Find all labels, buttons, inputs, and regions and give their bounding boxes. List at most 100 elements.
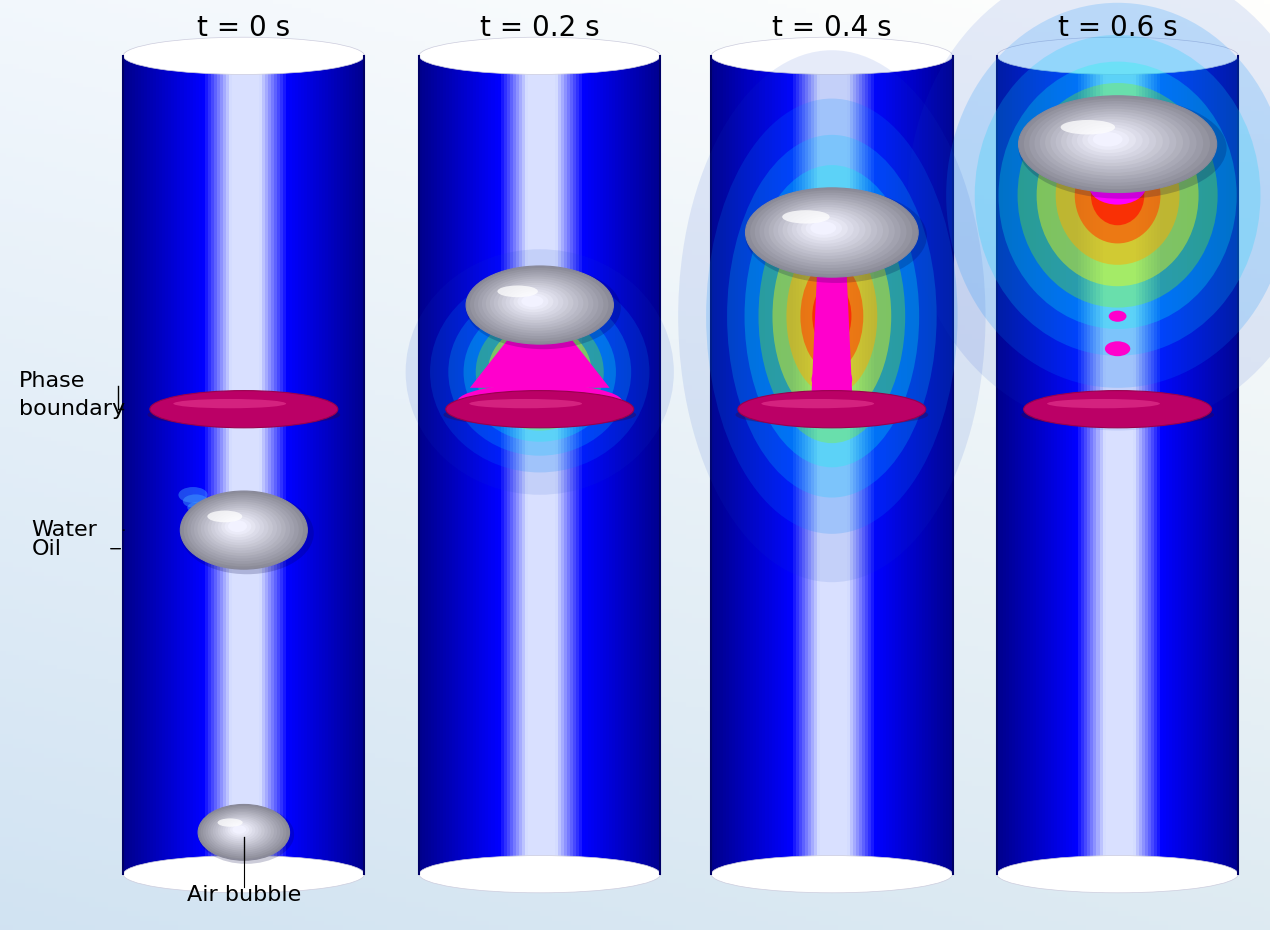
Bar xyxy=(720,56,724,874)
Ellipse shape xyxy=(211,812,274,851)
Bar xyxy=(362,56,364,874)
Bar xyxy=(820,56,823,874)
Bar xyxy=(735,56,738,874)
Ellipse shape xyxy=(1072,122,1149,160)
Bar xyxy=(1019,56,1021,874)
Bar xyxy=(582,56,585,874)
Bar xyxy=(1187,56,1190,874)
Bar xyxy=(1154,56,1157,874)
Bar xyxy=(204,56,207,874)
Bar xyxy=(467,56,470,874)
Bar xyxy=(500,56,503,874)
Bar xyxy=(850,56,853,874)
Text: Phase: Phase xyxy=(19,371,85,392)
Ellipse shape xyxy=(203,807,283,857)
Bar xyxy=(546,56,549,874)
Bar xyxy=(458,56,461,874)
Bar xyxy=(356,56,358,874)
Bar xyxy=(588,56,591,874)
Bar xyxy=(274,56,277,874)
Bar xyxy=(450,56,452,874)
Bar xyxy=(163,56,165,874)
Bar xyxy=(643,56,645,874)
Bar xyxy=(922,56,926,874)
Ellipse shape xyxy=(220,817,262,844)
Bar xyxy=(591,56,594,874)
Bar xyxy=(271,56,274,874)
Bar xyxy=(141,56,145,874)
Bar xyxy=(349,56,352,874)
Bar xyxy=(165,56,169,874)
Bar xyxy=(217,56,220,874)
Bar xyxy=(946,56,950,874)
Bar xyxy=(314,56,316,874)
Bar xyxy=(558,56,561,874)
Bar xyxy=(823,56,826,874)
Ellipse shape xyxy=(726,135,937,498)
Ellipse shape xyxy=(1055,126,1180,265)
Bar xyxy=(498,56,500,874)
Ellipse shape xyxy=(678,50,986,582)
Bar xyxy=(323,56,325,874)
Bar xyxy=(792,56,795,874)
Bar xyxy=(198,56,202,874)
Bar xyxy=(759,56,762,874)
Text: t = 0 s: t = 0 s xyxy=(197,14,291,42)
Bar xyxy=(1226,56,1229,874)
Bar xyxy=(431,56,434,874)
Ellipse shape xyxy=(796,214,853,244)
Ellipse shape xyxy=(759,392,904,418)
Ellipse shape xyxy=(197,516,211,524)
Bar xyxy=(479,56,483,874)
Bar xyxy=(231,56,235,874)
Bar xyxy=(292,56,295,874)
Bar xyxy=(1027,56,1030,874)
Ellipse shape xyxy=(1060,116,1163,166)
Bar xyxy=(281,56,283,874)
Text: t = 0.2 s: t = 0.2 s xyxy=(480,14,599,42)
Bar xyxy=(1179,56,1181,874)
Bar xyxy=(869,56,871,874)
Ellipse shape xyxy=(787,209,865,250)
Ellipse shape xyxy=(1046,399,1160,408)
Bar xyxy=(1039,56,1043,874)
Ellipse shape xyxy=(521,296,544,307)
Ellipse shape xyxy=(762,399,874,408)
Ellipse shape xyxy=(201,503,282,553)
Ellipse shape xyxy=(198,804,290,860)
Ellipse shape xyxy=(759,195,900,268)
Bar xyxy=(799,56,801,874)
Ellipse shape xyxy=(1105,341,1130,356)
Bar xyxy=(1115,56,1118,874)
Bar xyxy=(1124,56,1126,874)
Bar xyxy=(733,56,735,874)
Ellipse shape xyxy=(498,286,538,298)
Ellipse shape xyxy=(812,365,852,394)
Bar xyxy=(422,56,425,874)
Bar xyxy=(790,56,792,874)
Ellipse shape xyxy=(1036,104,1199,286)
Bar xyxy=(919,56,922,874)
Ellipse shape xyxy=(1021,404,1214,426)
Ellipse shape xyxy=(1093,171,1116,182)
Ellipse shape xyxy=(513,291,554,312)
Bar xyxy=(305,56,307,874)
Bar xyxy=(1091,56,1093,874)
Bar xyxy=(610,56,612,874)
Bar xyxy=(865,56,869,874)
Bar xyxy=(1003,56,1006,874)
Ellipse shape xyxy=(183,495,208,508)
Bar xyxy=(1024,56,1027,874)
Bar xyxy=(1057,56,1060,874)
Bar xyxy=(437,56,441,874)
Ellipse shape xyxy=(782,210,829,223)
Bar xyxy=(489,56,491,874)
Bar xyxy=(883,56,886,874)
Ellipse shape xyxy=(466,266,613,344)
Ellipse shape xyxy=(464,302,616,442)
Bar xyxy=(434,56,437,874)
Bar xyxy=(555,56,558,874)
Ellipse shape xyxy=(1019,96,1217,193)
Bar xyxy=(904,56,907,874)
Ellipse shape xyxy=(222,819,259,842)
